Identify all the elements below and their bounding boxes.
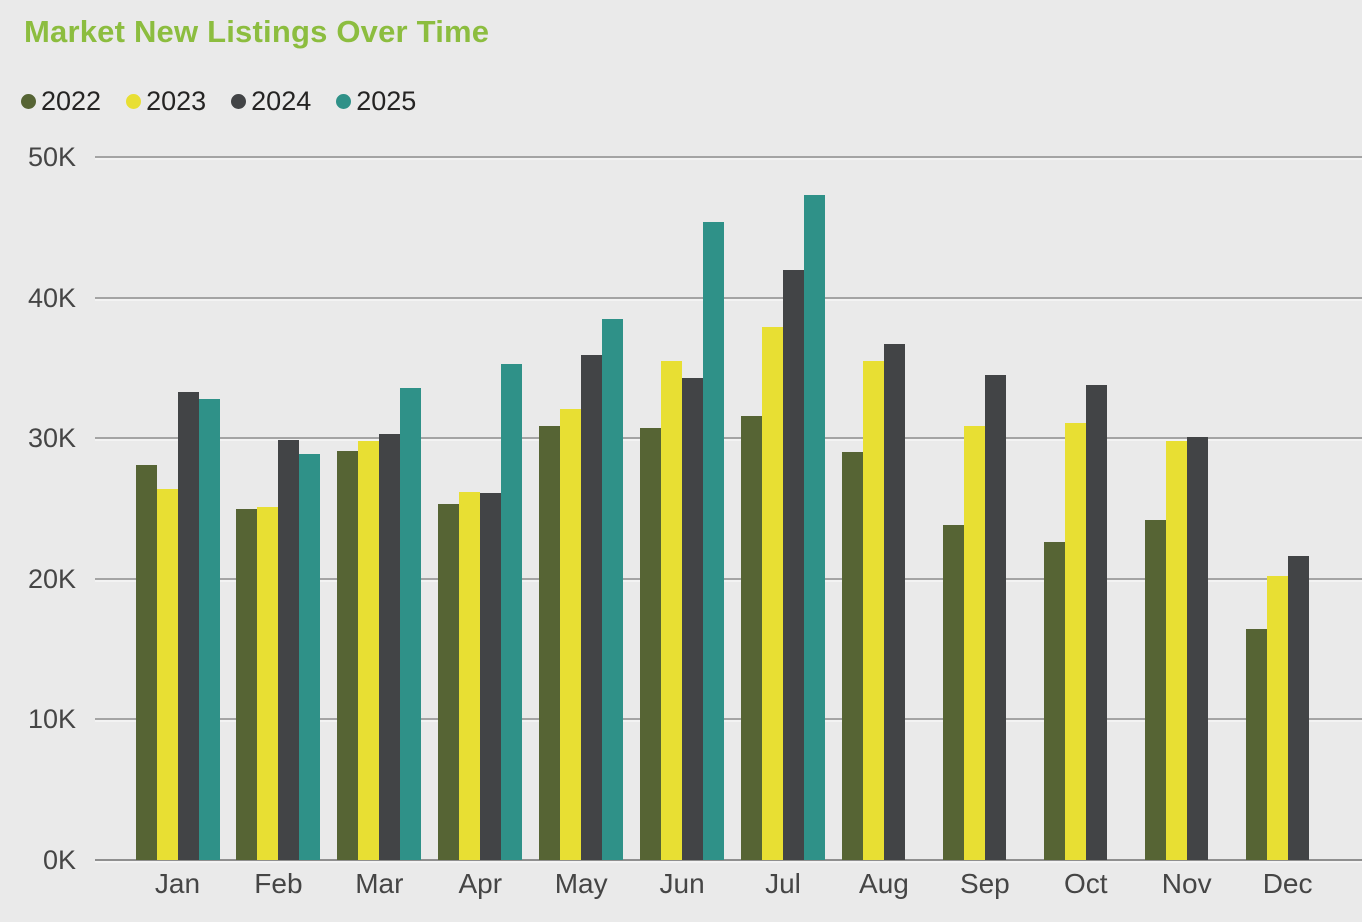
x-axis-tick-aug: Aug (859, 868, 909, 899)
plot-area (95, 157, 1362, 860)
gridline-20K (95, 577, 1362, 580)
legend-label: 2024 (251, 86, 312, 116)
bar-group-aug (841, 344, 926, 860)
bar-group-nov (1144, 436, 1229, 860)
bar-group-apr (438, 363, 523, 860)
bar-2022-feb[interactable] (236, 508, 258, 860)
legend-label: 2023 (146, 86, 207, 116)
bar-group-jun (640, 221, 725, 860)
legend-label: 2022 (41, 86, 102, 116)
bar-2024-may[interactable] (581, 355, 603, 860)
bar-2023-apr[interactable] (459, 491, 481, 860)
legend-dot-icon (336, 94, 352, 109)
bar-2024-mar[interactable] (379, 434, 401, 860)
bar-group-may (539, 318, 624, 860)
legend-dot-icon (231, 94, 247, 109)
bar-2023-jan[interactable] (156, 488, 178, 860)
x-axis-tick-dec: Dec (1262, 868, 1313, 899)
bar-2023-sep[interactable] (963, 425, 985, 860)
bar-2022-jun[interactable] (640, 428, 662, 860)
bar-group-jul (741, 195, 826, 860)
bar-2022-oct[interactable] (1043, 542, 1065, 860)
y-axis-tick-10K: 10K (27, 704, 76, 735)
x-axis-tick-mar: Mar (355, 868, 404, 899)
x-axis-tick-jan: Jan (154, 868, 201, 899)
bar-group-dec (1245, 556, 1330, 860)
bar-2023-feb[interactable] (257, 507, 279, 860)
bar-2023-jun[interactable] (661, 360, 683, 860)
gridline-0K (95, 859, 1362, 861)
legend-item-2025[interactable]: 2025 (336, 86, 416, 117)
bar-2025-jun[interactable] (703, 221, 725, 860)
bar-2024-apr[interactable] (480, 493, 502, 860)
x-axis-tick-sep: Sep (959, 868, 1010, 899)
bar-2025-jul[interactable] (804, 195, 826, 860)
gridline-10K (95, 718, 1362, 721)
y-axis-tick-30K: 30K (27, 423, 76, 454)
bar-2022-apr[interactable] (438, 504, 460, 860)
bar-2024-nov[interactable] (1186, 436, 1208, 860)
bar-group-oct (1043, 384, 1128, 860)
legend: 2022 2023 2024 2025 (21, 86, 416, 117)
bar-2023-may[interactable] (560, 408, 582, 860)
bar-2023-jul[interactable] (762, 327, 784, 860)
bar-2022-aug[interactable] (841, 452, 863, 860)
y-axis-tick-50K: 50K (27, 142, 76, 172)
bar-2025-feb[interactable] (299, 453, 321, 860)
bar-group-jan (135, 391, 220, 860)
bar-2025-jan[interactable] (198, 398, 220, 860)
x-axis-tick-nov: Nov (1161, 868, 1212, 899)
gridline-50K (95, 156, 1362, 158)
bar-2022-nov[interactable] (1144, 519, 1166, 860)
bar-2024-feb[interactable] (278, 439, 300, 860)
x-axis-tick-feb: Feb (254, 868, 303, 899)
bar-2024-oct[interactable] (1085, 384, 1107, 860)
legend-dot-icon (21, 94, 36, 109)
x-axis-tick-jun: Jun (659, 868, 705, 899)
legend-item-2024[interactable]: 2024 (231, 86, 311, 117)
bar-2022-dec[interactable] (1245, 629, 1267, 860)
legend-dot-icon (126, 94, 142, 109)
legend-label: 2025 (356, 86, 417, 116)
bar-2023-oct[interactable] (1064, 422, 1086, 860)
bar-2022-may[interactable] (539, 425, 561, 860)
chart-title: Market New Listings Over Time (24, 14, 490, 49)
bar-2024-jun[interactable] (682, 377, 704, 860)
bar-2023-aug[interactable] (862, 360, 884, 860)
y-axis-tick-40K: 40K (27, 282, 76, 313)
bar-group-mar (337, 387, 422, 860)
bar-2023-dec[interactable] (1266, 576, 1288, 860)
bar-2024-jul[interactable] (783, 269, 805, 860)
bar-2022-sep[interactable] (942, 525, 964, 860)
x-axis-tick-oct: Oct (1063, 868, 1108, 899)
bar-2025-apr[interactable] (501, 363, 523, 860)
bar-2024-sep[interactable] (984, 374, 1006, 860)
legend-item-2023[interactable]: 2023 (126, 86, 206, 117)
bar-2023-nov[interactable] (1165, 441, 1187, 860)
legend-item-2022[interactable]: 2022 (21, 86, 101, 117)
bar-2022-jul[interactable] (741, 415, 763, 860)
x-axis-tick-may: May (554, 868, 608, 899)
bar-2023-mar[interactable] (358, 441, 380, 860)
y-axis-tick-0K: 0K (42, 845, 76, 875)
bar-2025-mar[interactable] (400, 387, 422, 860)
bar-2025-may[interactable] (602, 318, 624, 860)
bar-group-sep (942, 374, 1027, 860)
x-axis-tick-jul: Jul (765, 868, 801, 899)
bar-2024-jan[interactable] (177, 391, 199, 860)
bar-2022-mar[interactable] (337, 450, 359, 860)
bar-2024-aug[interactable] (883, 344, 905, 860)
bar-2024-dec[interactable] (1287, 556, 1309, 860)
bar-group-feb (236, 439, 321, 860)
y-axis-tick-20K: 20K (27, 563, 76, 594)
gridline-40K (95, 296, 1362, 299)
gridline-30K (95, 437, 1362, 440)
x-axis-tick-apr: Apr (458, 868, 503, 899)
bar-2022-jan[interactable] (135, 464, 157, 860)
